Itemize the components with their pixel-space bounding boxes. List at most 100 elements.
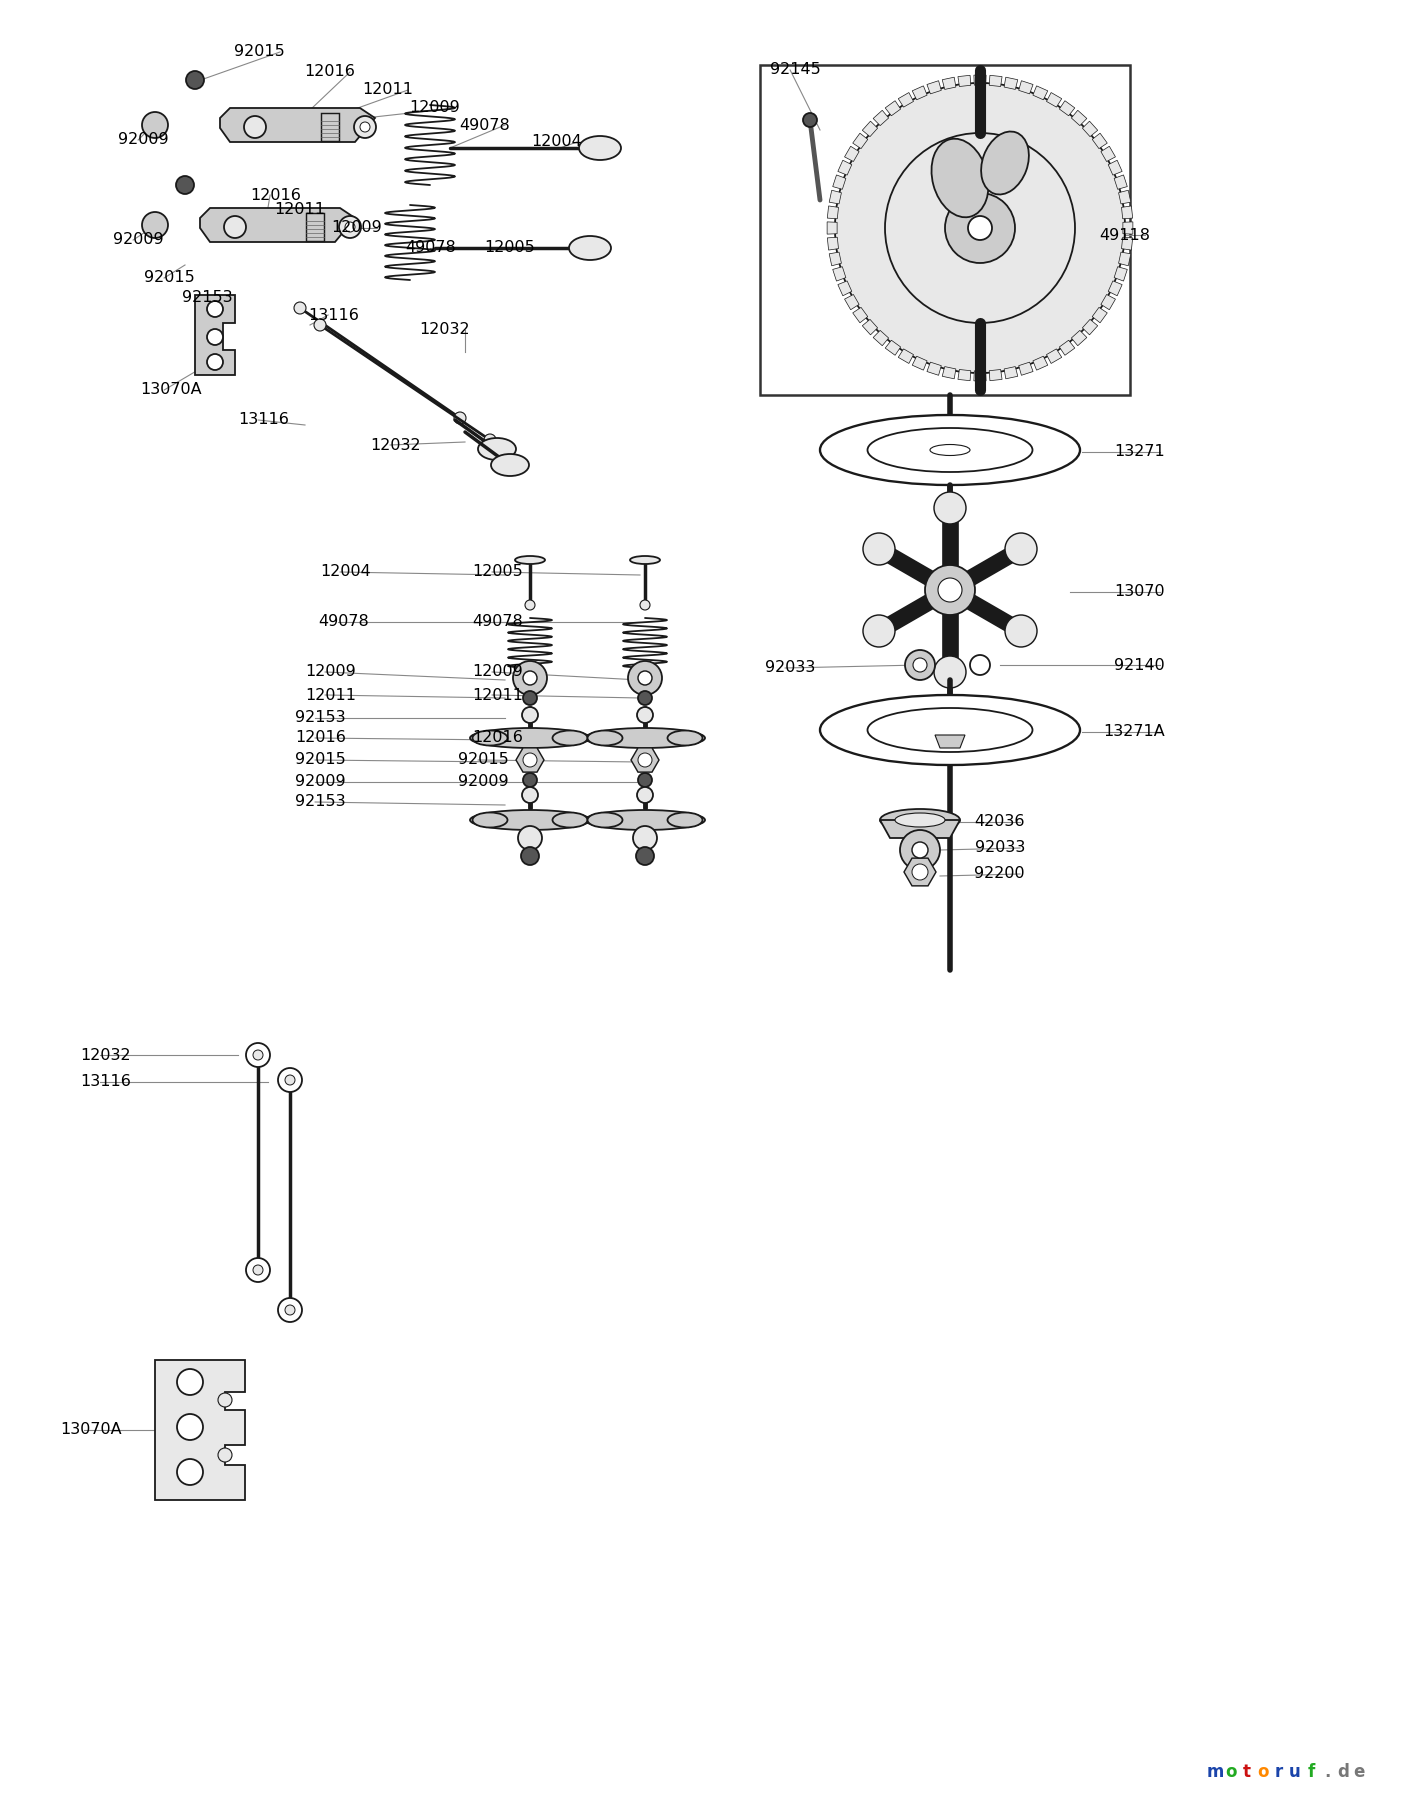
- Circle shape: [142, 112, 168, 139]
- Polygon shape: [880, 821, 960, 839]
- Text: 92009: 92009: [112, 232, 164, 247]
- Polygon shape: [904, 859, 936, 886]
- Polygon shape: [829, 252, 842, 266]
- Polygon shape: [913, 86, 927, 99]
- Ellipse shape: [515, 556, 545, 563]
- Polygon shape: [195, 295, 235, 374]
- Text: 12005: 12005: [472, 565, 523, 580]
- Circle shape: [968, 216, 993, 239]
- Polygon shape: [838, 160, 852, 175]
- Circle shape: [338, 216, 361, 238]
- Ellipse shape: [478, 437, 516, 461]
- Circle shape: [176, 176, 193, 194]
- Circle shape: [970, 655, 990, 675]
- Polygon shape: [1018, 362, 1032, 374]
- Text: 12009: 12009: [304, 664, 356, 679]
- Text: o: o: [1257, 1762, 1268, 1780]
- Circle shape: [518, 826, 542, 850]
- Ellipse shape: [867, 707, 1032, 752]
- Text: 12009: 12009: [410, 101, 459, 115]
- Ellipse shape: [471, 810, 590, 830]
- Circle shape: [284, 1075, 294, 1085]
- Circle shape: [924, 565, 975, 616]
- Polygon shape: [1108, 281, 1122, 295]
- Text: 92015: 92015: [458, 752, 509, 767]
- Text: 13116: 13116: [237, 412, 289, 428]
- Polygon shape: [884, 101, 900, 115]
- Text: 92009: 92009: [118, 133, 169, 148]
- Circle shape: [483, 434, 496, 446]
- Polygon shape: [1004, 367, 1018, 378]
- Circle shape: [912, 864, 929, 880]
- Ellipse shape: [587, 731, 623, 745]
- Text: 12032: 12032: [80, 1048, 131, 1062]
- Circle shape: [523, 752, 538, 767]
- Polygon shape: [829, 191, 842, 203]
- Ellipse shape: [667, 731, 702, 745]
- Polygon shape: [1004, 77, 1018, 90]
- Circle shape: [904, 650, 936, 680]
- Circle shape: [454, 412, 466, 425]
- Polygon shape: [853, 133, 867, 149]
- Polygon shape: [1047, 92, 1062, 108]
- Circle shape: [638, 691, 653, 706]
- Text: 13116: 13116: [80, 1075, 131, 1089]
- Text: 12004: 12004: [532, 135, 582, 149]
- Text: o: o: [1226, 1762, 1237, 1780]
- Polygon shape: [1122, 205, 1133, 220]
- Circle shape: [863, 616, 894, 646]
- Text: 92009: 92009: [458, 774, 509, 790]
- Polygon shape: [936, 734, 966, 749]
- Ellipse shape: [820, 695, 1079, 765]
- Circle shape: [218, 1447, 232, 1462]
- Text: 13070A: 13070A: [139, 383, 202, 398]
- Circle shape: [314, 319, 326, 331]
- Circle shape: [245, 115, 266, 139]
- Text: 92015: 92015: [144, 270, 195, 286]
- Text: 12011: 12011: [472, 688, 523, 702]
- Ellipse shape: [471, 727, 590, 749]
- Text: 49078: 49078: [319, 614, 368, 630]
- Ellipse shape: [930, 445, 970, 455]
- Ellipse shape: [472, 731, 508, 745]
- Text: 92009: 92009: [294, 774, 346, 790]
- Text: m: m: [1206, 1762, 1224, 1780]
- Circle shape: [525, 599, 535, 610]
- Ellipse shape: [553, 812, 587, 828]
- Polygon shape: [1082, 121, 1098, 137]
- Circle shape: [637, 787, 653, 803]
- Text: f: f: [1307, 1762, 1314, 1780]
- Text: 13271: 13271: [1115, 445, 1165, 459]
- Text: 12016: 12016: [294, 731, 346, 745]
- Polygon shape: [1032, 86, 1048, 99]
- Text: 49118: 49118: [1099, 227, 1150, 243]
- Bar: [306, 212, 324, 241]
- Text: 12032: 12032: [419, 322, 471, 338]
- Circle shape: [253, 1265, 263, 1274]
- Polygon shape: [943, 77, 956, 90]
- Polygon shape: [853, 308, 867, 322]
- Polygon shape: [1119, 191, 1130, 203]
- Text: 12005: 12005: [485, 241, 535, 256]
- Text: .: .: [1324, 1762, 1330, 1780]
- Ellipse shape: [569, 236, 611, 259]
- Text: 92145: 92145: [769, 63, 820, 77]
- Circle shape: [523, 671, 538, 686]
- Circle shape: [218, 1393, 232, 1408]
- Polygon shape: [833, 266, 846, 281]
- Text: 49078: 49078: [459, 117, 510, 133]
- Polygon shape: [155, 1361, 245, 1499]
- Circle shape: [513, 661, 547, 695]
- Circle shape: [186, 70, 203, 88]
- Text: 12004: 12004: [320, 565, 371, 580]
- Text: 12009: 12009: [472, 664, 523, 679]
- Text: r: r: [1276, 1762, 1283, 1780]
- Polygon shape: [1092, 308, 1108, 322]
- Text: 92153: 92153: [294, 794, 346, 810]
- Circle shape: [638, 752, 653, 767]
- Polygon shape: [1018, 81, 1032, 94]
- Polygon shape: [828, 238, 839, 250]
- Circle shape: [246, 1258, 270, 1282]
- Text: 13116: 13116: [309, 308, 358, 322]
- Polygon shape: [1123, 221, 1133, 234]
